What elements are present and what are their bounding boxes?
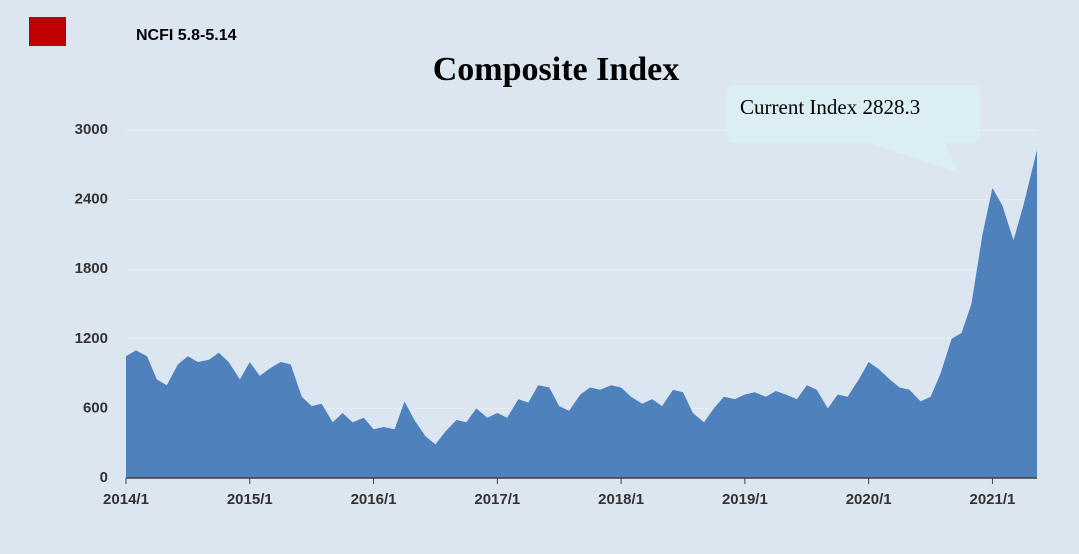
x-tick-label: 2020/1	[846, 491, 892, 508]
y-tick-label: 1800	[75, 260, 108, 277]
y-tick-label: 600	[83, 399, 108, 416]
callout-box	[727, 85, 980, 172]
x-tick-label: 2015/1	[227, 491, 273, 508]
chart-title: Composite Index	[433, 51, 680, 88]
y-tick-label: 3000	[75, 121, 108, 138]
legend-swatch	[29, 17, 66, 46]
x-tick-label: 2021/1	[969, 491, 1015, 508]
x-tick-label: 2017/1	[474, 491, 520, 508]
subtitle: NCFI 5.8-5.14	[136, 27, 237, 44]
x-tick-label: 2016/1	[351, 491, 397, 508]
callout-text: Current Index 2828.3	[740, 95, 920, 119]
y-tick-label: 2400	[75, 191, 108, 208]
y-tick-label: 1200	[75, 330, 108, 347]
x-tick-label: 2018/1	[598, 491, 644, 508]
x-tick-label: 2014/1	[103, 491, 149, 508]
area	[126, 149, 1037, 478]
x-tick-label: 2019/1	[722, 491, 768, 508]
y-tick-label: 0	[100, 469, 108, 486]
